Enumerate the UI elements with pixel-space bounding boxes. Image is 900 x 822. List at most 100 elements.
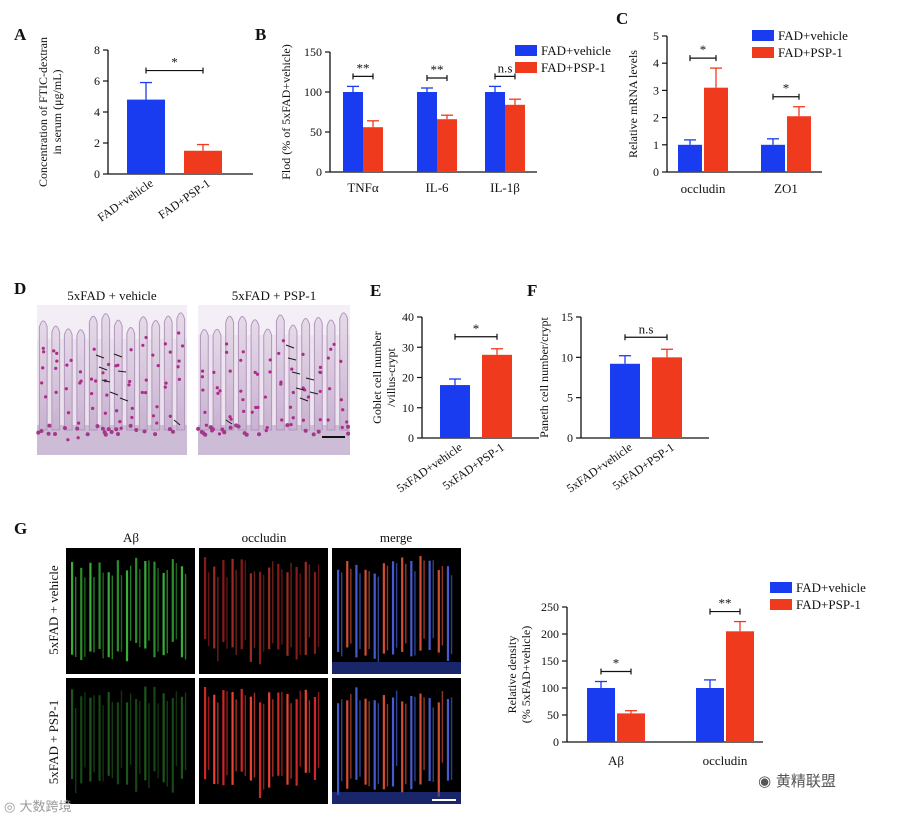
villus-signal bbox=[80, 567, 83, 661]
villus-signal bbox=[317, 692, 320, 768]
villus bbox=[288, 324, 298, 431]
villus-signal bbox=[405, 563, 407, 644]
chart-c: 0 1 2 3 4 5 Relative mRNA levels occludin * ZO1 * F… bbox=[626, 28, 848, 196]
villus-signal bbox=[313, 571, 317, 654]
villus-signal bbox=[162, 572, 165, 656]
villus bbox=[176, 312, 186, 431]
villus-signal bbox=[98, 695, 101, 781]
villus-signal bbox=[208, 572, 210, 647]
goblet-cell bbox=[176, 365, 180, 369]
y-tick-label: 15 bbox=[561, 310, 573, 324]
goblet-cell bbox=[42, 350, 46, 354]
y-tick-label: 100 bbox=[541, 681, 559, 695]
y-axis-label: Concentration of FTIC-dextranin serum (μ… bbox=[36, 37, 64, 187]
goblet-cell bbox=[239, 389, 243, 393]
y-axis-label: Relative mRNA levels bbox=[626, 50, 640, 158]
villus-signal bbox=[272, 561, 274, 644]
villus-signal bbox=[144, 561, 147, 649]
bar bbox=[726, 631, 754, 742]
y-tick-label: 200 bbox=[541, 627, 559, 641]
villus-signal bbox=[258, 702, 262, 799]
watermark-left-text: 大数跨境 bbox=[19, 800, 72, 815]
legend-swatch bbox=[752, 30, 774, 41]
goblet-cell bbox=[279, 382, 283, 386]
villus-signal bbox=[262, 703, 265, 790]
villus-signal bbox=[75, 707, 77, 794]
paneth-cell bbox=[211, 427, 216, 432]
villus-signal bbox=[377, 703, 380, 784]
y-tick-label: 30 bbox=[402, 340, 414, 354]
villus bbox=[275, 314, 285, 431]
y-axis-label: Paneth cell number/crypt bbox=[537, 317, 551, 438]
legend-label: FAD+vehicle bbox=[796, 580, 866, 595]
goblet-cell bbox=[103, 411, 107, 415]
y-tick-label: 5 bbox=[653, 29, 659, 43]
bar bbox=[617, 713, 645, 742]
legend-label: FAD+PSP-1 bbox=[778, 45, 843, 60]
villus bbox=[326, 319, 336, 431]
goblet-cell bbox=[114, 364, 118, 368]
villus-signal bbox=[423, 560, 425, 639]
goblet-cell bbox=[340, 425, 344, 429]
goblet-cell bbox=[281, 339, 286, 343]
villus-signal bbox=[139, 569, 141, 648]
bar bbox=[440, 385, 470, 438]
chart-a: 0 2 4 6 8 Concentration of FTIC-dextranin ser… bbox=[36, 37, 253, 224]
villus-signal bbox=[175, 691, 178, 766]
paneth-cell bbox=[100, 426, 105, 431]
paneth-cell bbox=[222, 430, 227, 435]
goblet-cell bbox=[89, 377, 94, 381]
legend-label: FAD+PSP-1 bbox=[796, 597, 861, 612]
villus-signal bbox=[135, 698, 138, 792]
villus-signal bbox=[359, 573, 361, 650]
goblet-cell bbox=[328, 387, 332, 391]
villus-signal bbox=[171, 697, 174, 793]
villus-signal bbox=[244, 560, 247, 641]
goblet-cell bbox=[301, 352, 305, 356]
villus-signal bbox=[75, 576, 77, 658]
y-tick-label: 10 bbox=[402, 401, 414, 415]
goblet-cell bbox=[225, 350, 229, 354]
legend-label: FAD+PSP-1 bbox=[541, 60, 606, 75]
villus-signal bbox=[249, 573, 252, 662]
y-tick-label: 50 bbox=[547, 708, 559, 722]
villus bbox=[225, 315, 235, 431]
paneth-cell bbox=[228, 425, 233, 430]
y-axis-label-line: Concentration of FTIC-dextran bbox=[36, 37, 50, 187]
bar bbox=[678, 144, 702, 172]
villus-signal bbox=[317, 564, 320, 647]
paneth-cell bbox=[53, 431, 58, 436]
goblet-cell bbox=[65, 363, 69, 367]
y-tick-label: 0 bbox=[94, 167, 100, 181]
villus-signal bbox=[111, 575, 114, 660]
paneth-cell bbox=[303, 428, 308, 433]
bar bbox=[761, 144, 785, 172]
nuclei-band bbox=[332, 792, 461, 804]
villus-signal bbox=[175, 563, 178, 640]
goblet-cell bbox=[41, 366, 45, 370]
x-tick-label: IL-1β bbox=[490, 180, 520, 195]
villus-signal bbox=[213, 694, 216, 785]
villus-signal bbox=[231, 691, 234, 785]
watermark-right: ◉ 黄精联盟 bbox=[758, 770, 836, 791]
villus-signal bbox=[401, 557, 404, 652]
legend-swatch bbox=[752, 47, 774, 58]
goblet-cell bbox=[52, 349, 56, 353]
y-tick-label: 250 bbox=[541, 600, 559, 614]
villus-signal bbox=[171, 559, 174, 642]
villus-signal bbox=[120, 690, 123, 768]
villus-signal bbox=[111, 701, 114, 779]
villus-signal bbox=[308, 700, 311, 773]
villus-signal bbox=[217, 702, 219, 785]
goblet-cell bbox=[168, 414, 172, 418]
villus-signal bbox=[166, 700, 168, 787]
y-tick-label: 50 bbox=[310, 125, 322, 139]
significance-label: * bbox=[700, 42, 707, 57]
goblet-cell bbox=[94, 379, 98, 383]
bar bbox=[587, 688, 615, 742]
histology-title-vehicle: 5xFAD + vehicle bbox=[67, 288, 157, 303]
villus-signal bbox=[89, 562, 92, 652]
goblet-cell bbox=[130, 406, 134, 410]
goblet-cell bbox=[177, 331, 181, 335]
villus bbox=[38, 320, 48, 431]
